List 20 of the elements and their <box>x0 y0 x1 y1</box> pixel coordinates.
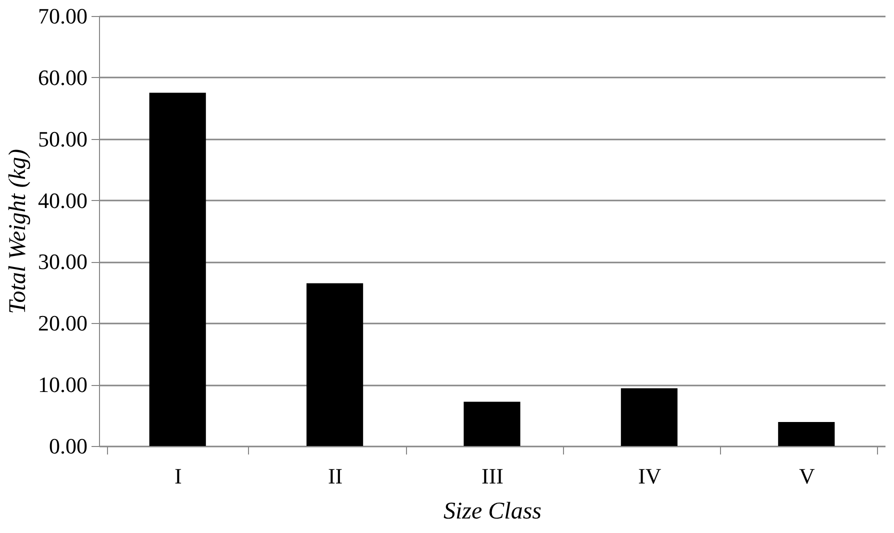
y-tick-label: 0.00 <box>49 434 88 458</box>
bar <box>306 283 364 446</box>
x-tick-label: V <box>798 464 815 488</box>
y-tick-label: 40.00 <box>38 188 88 213</box>
bar <box>149 92 206 446</box>
x-tick-label: III <box>482 464 504 488</box>
x-tick-label: I <box>174 464 182 488</box>
y-tick-label: 70.00 <box>38 4 88 28</box>
bar <box>620 388 678 446</box>
x-tick-label: IV <box>638 464 662 488</box>
y-axis-title: Total Weight (kg) <box>5 149 31 314</box>
x-axis-title: Size Class <box>443 498 542 524</box>
y-tick-label: 60.00 <box>38 64 88 90</box>
y-tick-label: 20.00 <box>38 310 88 336</box>
x-tick-label: II <box>328 464 343 488</box>
y-tick-label: 50.00 <box>38 126 88 152</box>
bar <box>464 402 520 446</box>
y-tick-label: 30.00 <box>38 249 88 274</box>
bar <box>778 422 835 446</box>
y-tick-label: 10.00 <box>38 372 88 398</box>
